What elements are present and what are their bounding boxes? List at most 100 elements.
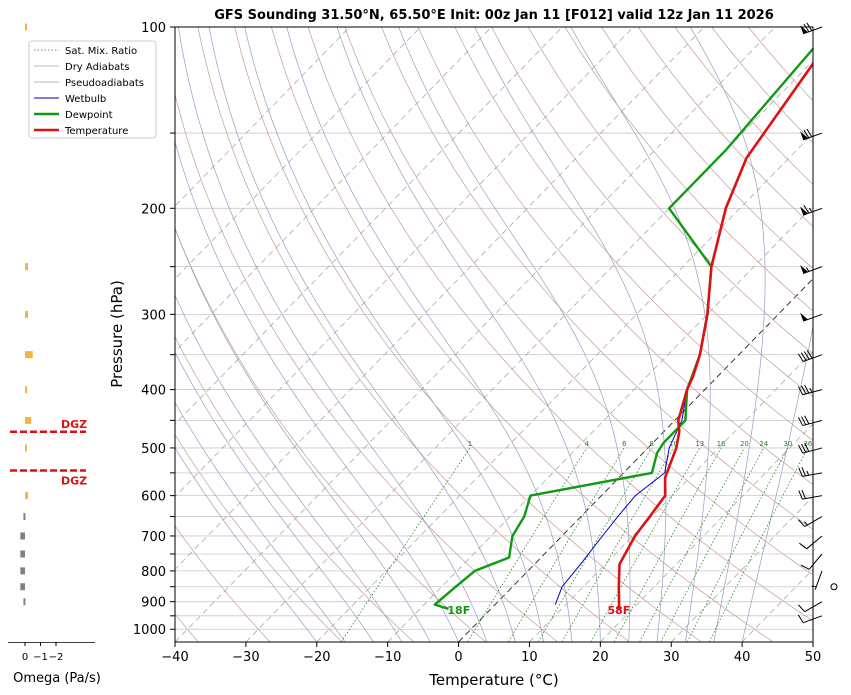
wind-barb [831, 584, 837, 590]
mixing-ratio-label: 4 [585, 440, 590, 448]
y-tick-label: 600 [141, 490, 166, 505]
surface-temperature-label: 58F [608, 604, 631, 617]
pseudoadiabat [287, 27, 572, 642]
omega-bar [20, 550, 25, 557]
pseudoadiabat [209, 27, 515, 642]
dgz-label: DGZ [61, 474, 87, 487]
omega-axis-label: Omega (Pa/s) [13, 671, 101, 686]
chart-title: GFS Sounding 31.50°N, 65.50°E Init: 00z … [214, 8, 774, 23]
x-tick-label: 10 [521, 650, 538, 665]
dry-adiabat [638, 27, 851, 642]
x-tick-label: −20 [303, 650, 330, 665]
mixing-ratio-line [640, 448, 745, 642]
calm-circle [831, 584, 837, 590]
legend-entry: Dry Adiabats [65, 62, 129, 73]
wind-barb [800, 129, 822, 140]
omega-bar [20, 583, 25, 590]
mixing-ratio-label: 10 [669, 440, 678, 448]
dgz-label: DGZ [61, 418, 87, 431]
x-tick-label: −30 [232, 650, 259, 665]
y-tick-label: 700 [141, 530, 166, 545]
mixing-ratio-line [687, 448, 788, 642]
y-tick-label: 300 [141, 308, 166, 323]
legend-entry: Wetbulb [65, 94, 106, 105]
mixing-ratio-label: 30 [783, 440, 792, 448]
isotherm [317, 27, 851, 642]
omega-tick-label: 0 [22, 652, 28, 663]
dry-adiabat [712, 27, 851, 642]
x-tick-label: −10 [374, 650, 401, 665]
wind-barb [800, 23, 822, 34]
mixing-ratio-label: 20 [740, 440, 749, 448]
mixing-ratio-label: 24 [759, 440, 768, 448]
barb-full [802, 467, 806, 476]
barb-staff [807, 536, 822, 549]
barb-half [812, 586, 817, 587]
barb-full [802, 490, 806, 499]
dry-adiabat [418, 27, 851, 642]
wind-barb [798, 602, 822, 612]
isotherm [246, 27, 846, 642]
mixing-ratio-label: 13 [695, 440, 704, 448]
pseudoadiabat [178, 27, 487, 642]
mixing-ratio-line [709, 448, 808, 642]
x-tick-label: −40 [161, 650, 188, 665]
surface-dewpoint-label: 18F [447, 604, 470, 617]
omega-bar [25, 311, 28, 318]
omega-bar [25, 386, 27, 393]
dry-adiabat [565, 27, 851, 642]
dry-adiabat [161, 27, 557, 642]
mixing-ratio-label: 16 [717, 440, 726, 448]
isotherm [175, 27, 775, 642]
pseudoadiabat [475, 27, 666, 642]
wind-barb [799, 467, 822, 476]
dry-adiabat [308, 27, 845, 642]
omega-bar [23, 513, 25, 520]
dry-adiabat [455, 27, 851, 642]
dry-adiabat [492, 27, 851, 642]
pseudoadiabat [245, 27, 544, 642]
x-tick-label: 20 [592, 650, 609, 665]
barb-half [810, 388, 812, 392]
barb-staff [809, 554, 822, 569]
y-axis-label: Pressure (hPa) [108, 280, 126, 388]
wind-barb [798, 350, 822, 361]
omega-bar [25, 492, 28, 499]
y-tick-label: 500 [141, 442, 166, 457]
y-tick-label: 900 [141, 596, 166, 611]
dry-adiabat [271, 27, 773, 642]
mixing-ratio-label: 6 [622, 440, 627, 448]
omega-bar [23, 598, 25, 605]
wind-barb [799, 490, 822, 499]
wind-barb [800, 205, 822, 215]
x-tick-label: 0 [454, 650, 462, 665]
wind-barbs [798, 23, 837, 623]
legend-entry: Dewpoint [65, 110, 113, 121]
pseudoadiabat [337, 27, 600, 642]
omega-bar [20, 567, 25, 574]
omega-bar [25, 417, 31, 424]
omega-bar [20, 532, 25, 539]
pseudoadiabat [152, 27, 459, 642]
wetbulb-line [555, 27, 839, 605]
pseudoadiabat [399, 27, 630, 642]
mixing-ratio-label: 1 [468, 440, 472, 448]
omega-bar [25, 444, 27, 451]
y-tick-label: 800 [141, 565, 166, 580]
wind-barb [799, 536, 822, 549]
x-axis-label: Temperature (°C) [428, 671, 558, 689]
y-tick-label: 100 [141, 21, 166, 36]
mixing-ratio-label: 8 [649, 440, 653, 448]
wind-barb [801, 554, 822, 569]
mixing-ratio-line [468, 448, 587, 642]
legend-entry: Pseudoadiabats [65, 78, 144, 89]
isotherm [813, 27, 851, 642]
omega-bar [25, 351, 33, 358]
x-tick-label: 50 [805, 650, 822, 665]
plot-frame [175, 27, 813, 642]
isotherm [388, 27, 851, 642]
isotherm [529, 27, 851, 642]
x-tick-label: 40 [734, 650, 751, 665]
